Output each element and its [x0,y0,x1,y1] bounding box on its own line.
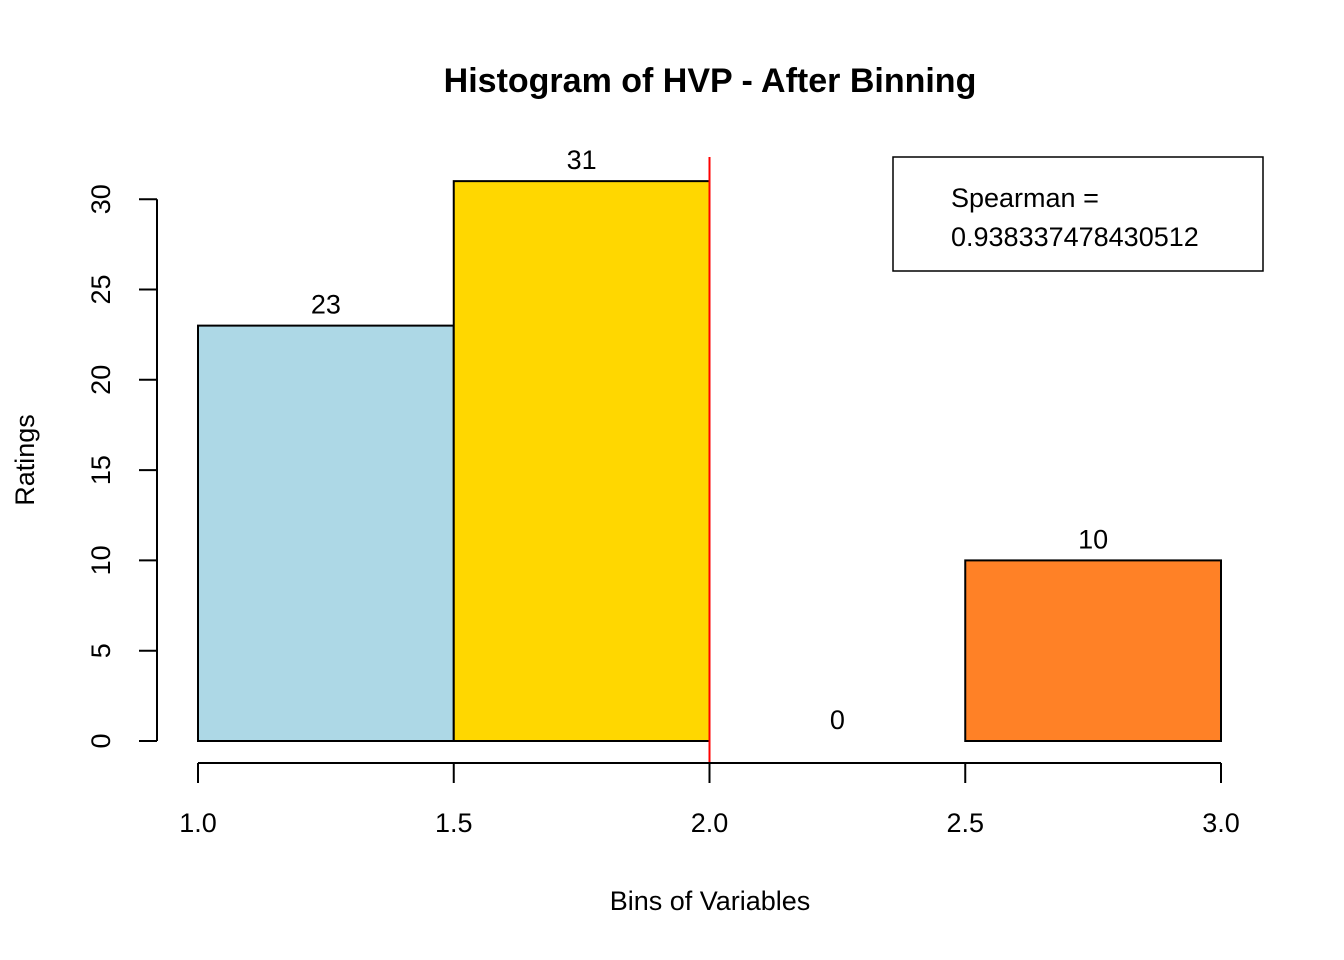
y-tick-label-6: 30 [86,184,116,214]
y-axis: 0 5 10 15 20 25 30 [86,184,158,749]
legend-line-1: Spearman = [951,183,1099,213]
legend-line-2: 0.938337478430512 [951,222,1199,252]
bar-label-2: 0 [830,705,845,735]
bar-labels-group: 23 31 0 10 [311,145,1108,735]
x-axis: 1.0 1.5 2.0 2.5 3.0 [179,762,1240,838]
x-tick-label-2: 2.0 [691,808,729,838]
chart-title: Histogram of HVP - After Binning [444,62,977,100]
bar-label-0: 23 [311,290,341,320]
y-tick-label-2: 10 [86,545,116,575]
bar-label-1: 31 [567,145,597,175]
y-tick-label-4: 20 [86,365,116,395]
bar-1 [452,180,711,742]
x-tick-label-1: 1.5 [435,808,473,838]
y-tick-label-1: 5 [86,643,116,658]
x-tick-label-3: 2.5 [946,808,984,838]
legend-box [892,156,1264,272]
y-tick-label-0: 0 [86,733,116,748]
legend: Spearman = 0.938337478430512 [892,156,1264,272]
bars-group [197,180,1222,743]
bar-3 [964,559,1222,743]
y-tick-label-5: 25 [86,274,116,304]
bar-label-3: 10 [1078,524,1108,554]
y-tick-label-3: 15 [86,455,116,485]
x-axis-label: Bins of Variables [610,886,811,916]
bar-0 [197,324,455,742]
x-tick-label-0: 1.0 [179,808,217,838]
y-axis-label: Ratings [10,414,40,506]
x-tick-label-4: 3.0 [1202,808,1240,838]
